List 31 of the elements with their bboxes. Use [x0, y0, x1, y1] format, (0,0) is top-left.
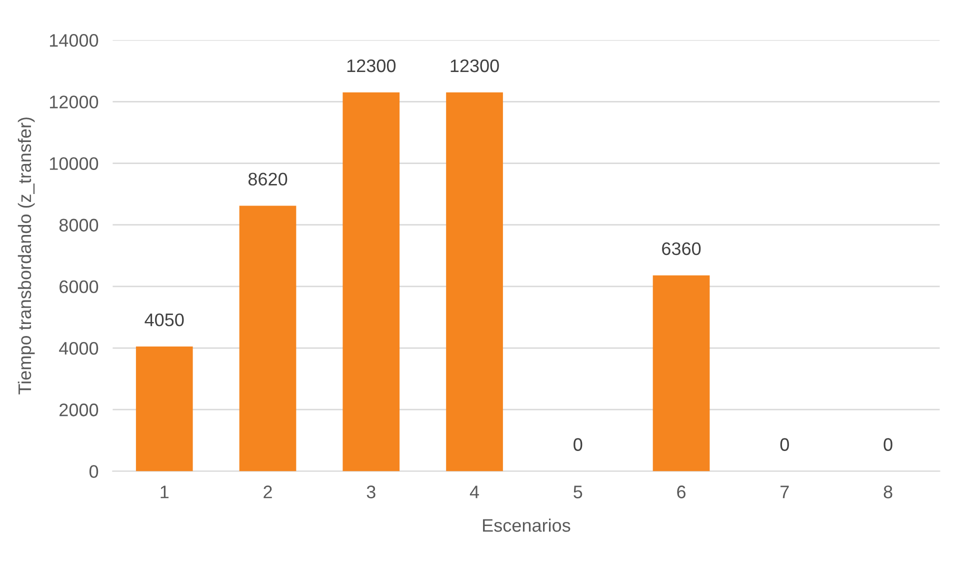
data-label: 12300 [347, 59, 396, 72]
y-tick-label: 10000 [50, 157, 98, 170]
y-tick-label: 14000 [50, 34, 98, 47]
data-label: 8620 [248, 172, 288, 186]
data-label: 4050 [144, 313, 184, 326]
data-label: 12300 [450, 59, 499, 72]
x-tick-label: 3 [366, 486, 376, 498]
y-tick-label: 4000 [59, 342, 98, 355]
data-label: 6360 [662, 242, 701, 256]
x-axis-title: Escenarios [483, 518, 570, 532]
x-tick-label: 4 [470, 486, 480, 498]
y-tick-label: 0 [89, 465, 98, 478]
x-tick-label: 1 [160, 486, 169, 498]
x-tick-label: 5 [574, 486, 582, 498]
x-tick-label: 8 [884, 486, 892, 498]
bar [446, 92, 503, 472]
y-tick-label: 12000 [50, 96, 98, 108]
bar [342, 92, 400, 472]
x-tick-label: 2 [264, 486, 272, 498]
x-tick-label: 6 [677, 486, 686, 498]
y-axis-title: Tiempo transbordando (z_transfer) [18, 118, 35, 394]
bar [652, 275, 710, 472]
data-label: 0 [884, 438, 892, 451]
x-tick-label: 7 [780, 486, 789, 498]
bar [239, 206, 296, 472]
data-label: 0 [780, 438, 789, 451]
y-tick-label: 8000 [59, 218, 98, 232]
y-tick-label: 6000 [60, 280, 98, 294]
y-tick-label: 2000 [60, 404, 98, 416]
bar [136, 346, 193, 472]
data-label: 0 [574, 438, 582, 451]
